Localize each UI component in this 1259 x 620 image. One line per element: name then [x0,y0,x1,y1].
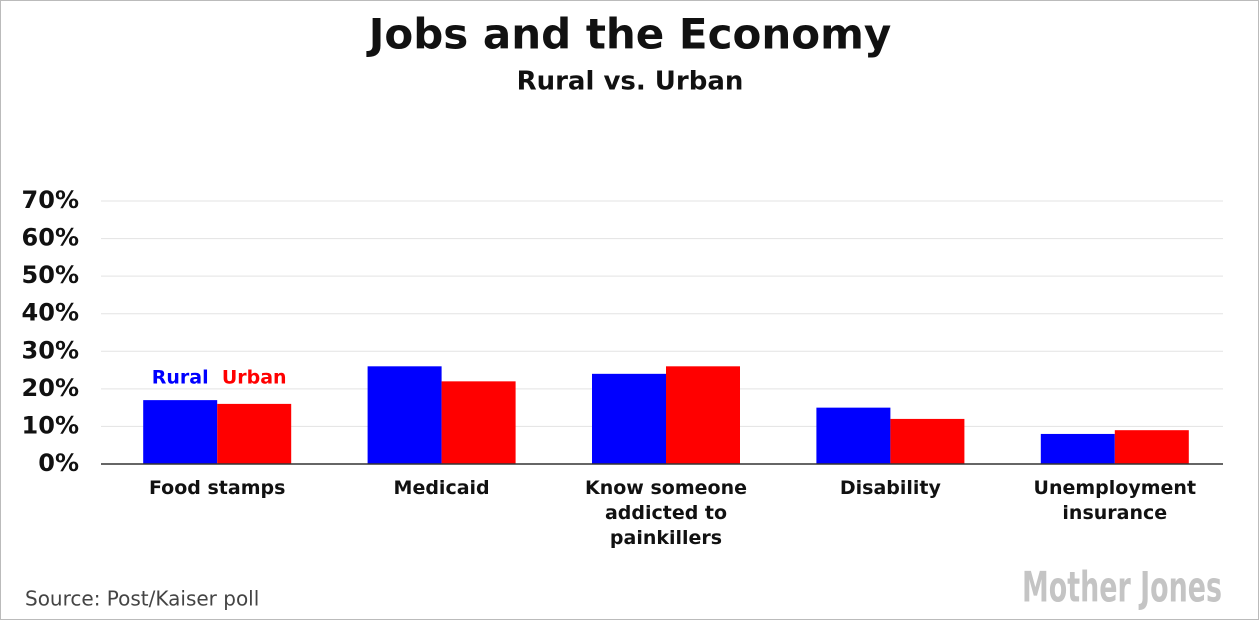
bar [592,373,666,464]
y-tick-label: 10% [22,411,79,439]
x-tick-label: Food stamps [148,477,286,499]
bar [441,381,516,464]
x-tick-label: Medicaid [393,477,490,499]
y-tick-label: 60% [22,224,79,252]
x-tick-label: Disability [839,477,941,499]
y-tick-label: 30% [22,336,79,364]
bar [1040,433,1115,464]
bar [1114,430,1189,464]
logo: Mother Jones [1022,563,1222,612]
source: Source: Post/Kaiser poll [25,587,259,611]
y-tick-label: 0% [38,449,79,477]
legend-label: Urban [222,367,287,389]
bar [367,366,442,464]
bar [666,366,740,464]
y-tick-label: 70% [22,186,79,214]
y-tick-label: 40% [22,299,79,327]
y-tick-label: 20% [22,374,79,402]
x-tick-label: Know someone addicted to painkillers [585,477,747,549]
chart-subtitle: Rural vs. Urban [517,67,744,97]
bar [217,403,292,464]
bar [890,418,965,464]
x-tick-label: Unemployment insurance [1033,477,1197,524]
chart-title: Jobs and the Economy [366,10,892,59]
y-tick-label: 50% [22,261,79,289]
bar [816,407,891,464]
legend-label: Rural [152,367,209,389]
bar [143,400,218,464]
